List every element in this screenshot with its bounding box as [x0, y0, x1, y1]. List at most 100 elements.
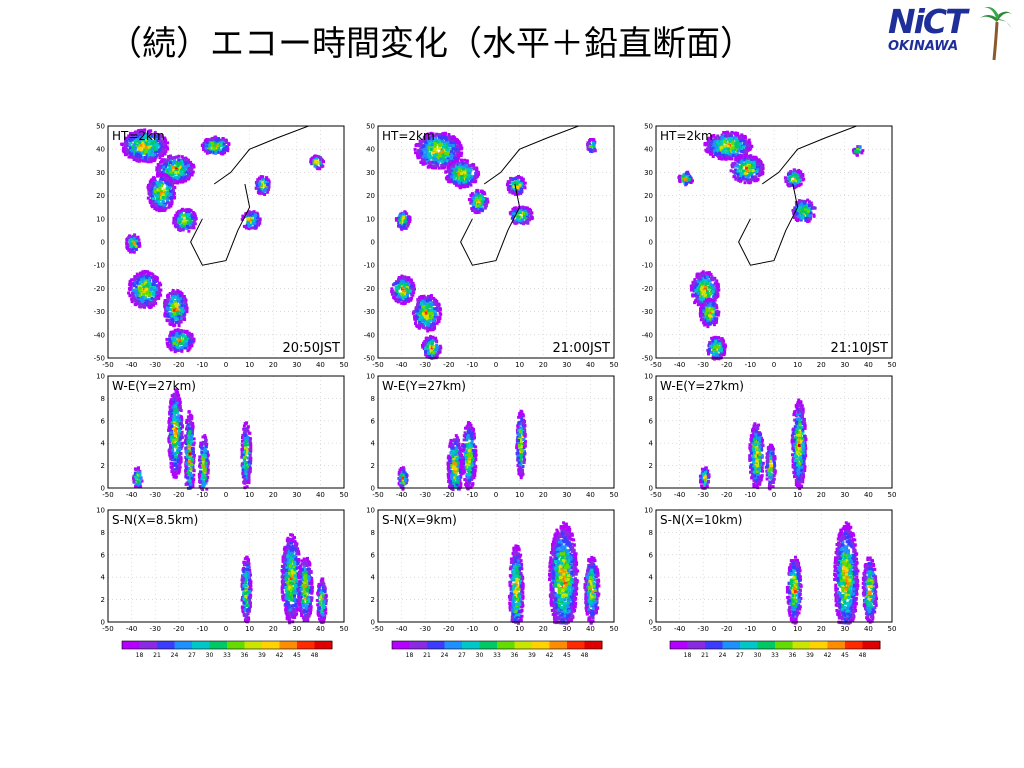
echo-cell — [162, 178, 166, 182]
echo-cell — [134, 483, 138, 486]
echo-cell — [245, 223, 249, 227]
echo-cell — [175, 415, 179, 419]
echo-cell — [292, 555, 296, 558]
echo-cell — [207, 141, 211, 145]
echo-cell — [305, 606, 309, 610]
echo-cell — [188, 479, 192, 483]
echo-cell — [289, 606, 293, 610]
echo-cell — [161, 154, 164, 158]
echo-cell — [434, 161, 438, 165]
echo-cell — [317, 155, 321, 159]
echo-cell — [460, 151, 464, 155]
echo-cell — [248, 440, 252, 444]
echo-cell — [149, 201, 153, 205]
echo-cell — [202, 148, 206, 151]
echo-cell — [173, 311, 177, 315]
echo-cell — [136, 237, 140, 241]
echo-cell — [321, 618, 325, 622]
echo-cell — [286, 543, 290, 547]
echo-cell — [146, 185, 150, 189]
echo-cell — [300, 568, 304, 572]
plot-frame — [107, 375, 345, 489]
echo-cell — [167, 318, 171, 322]
echo-cell — [282, 570, 286, 573]
echo-cell — [204, 449, 208, 453]
echo-cell — [168, 308, 172, 311]
echo-cell — [169, 154, 172, 158]
echo-cell — [168, 447, 172, 451]
echo-cell — [142, 151, 146, 155]
echo-cell — [291, 592, 295, 596]
echo-cell — [184, 456, 188, 459]
echo-cell — [139, 280, 142, 284]
echo-cell — [187, 417, 191, 421]
echo-cell — [180, 159, 183, 163]
echo-cell — [310, 590, 314, 594]
echo-cell — [188, 339, 192, 343]
echo-cell — [152, 182, 156, 185]
echo-cell — [310, 580, 314, 584]
echo-cell — [136, 134, 140, 138]
echo-cell — [178, 422, 182, 426]
echo-cell — [302, 619, 306, 623]
echo-cell — [128, 151, 132, 155]
echo-cell — [169, 204, 173, 207]
echo-cell — [441, 153, 445, 157]
echo-cell — [140, 135, 144, 139]
echo-cell — [159, 149, 163, 153]
echo-cell — [187, 342, 191, 345]
echo-cell — [162, 160, 166, 164]
echo-cell — [180, 299, 184, 303]
echo-cell — [316, 603, 320, 607]
echo-cell — [161, 201, 165, 205]
echo-cell — [240, 217, 244, 221]
echo-cell — [140, 152, 144, 155]
echo-cell — [204, 436, 207, 440]
echo-cell — [174, 213, 178, 217]
echo-cell — [154, 205, 158, 209]
echo-cell — [241, 436, 244, 440]
echo-cell — [434, 147, 438, 151]
echo-cell — [163, 208, 167, 212]
echo-cell — [176, 306, 180, 310]
echo-cell — [301, 583, 305, 587]
echo-cell — [158, 152, 162, 156]
x-tick-label: 20 — [269, 491, 278, 499]
echo-cell — [441, 139, 445, 143]
echo-cell — [167, 187, 171, 191]
echo-cell — [170, 296, 174, 300]
echo-cell — [192, 441, 196, 445]
echo-cell — [243, 480, 247, 484]
echo-cell — [179, 407, 183, 411]
echo-cell — [221, 144, 225, 148]
echo-cell — [173, 295, 177, 299]
echo-cell — [188, 484, 192, 488]
echo-cell — [243, 597, 246, 601]
echo-cell — [438, 154, 441, 158]
echo-cell — [442, 143, 446, 147]
plot-frame — [107, 509, 345, 623]
echo-cell — [294, 604, 298, 608]
echo-cell — [139, 133, 143, 137]
echo-cell — [157, 194, 161, 198]
echo-cell — [177, 316, 181, 320]
echo-cell — [184, 337, 188, 340]
echo-cell — [302, 615, 306, 619]
echo-cell — [147, 298, 151, 301]
echo-cell — [148, 180, 152, 184]
echo-cell — [246, 448, 250, 452]
echo-cell — [448, 160, 451, 164]
echo-cell — [258, 177, 262, 180]
colorbar-label: 30 — [206, 652, 214, 659]
echo-cell — [136, 242, 140, 246]
echo-cell — [184, 447, 188, 451]
echo-cell — [190, 226, 194, 230]
echo-cell — [142, 274, 146, 278]
echo-cell — [138, 471, 142, 475]
echo-cell — [249, 584, 253, 588]
echo-cell — [323, 586, 326, 590]
echo-cell — [172, 190, 175, 194]
x-tick-label: 30 — [292, 361, 301, 369]
echo-cell — [444, 145, 448, 149]
echo-cell — [138, 286, 142, 290]
